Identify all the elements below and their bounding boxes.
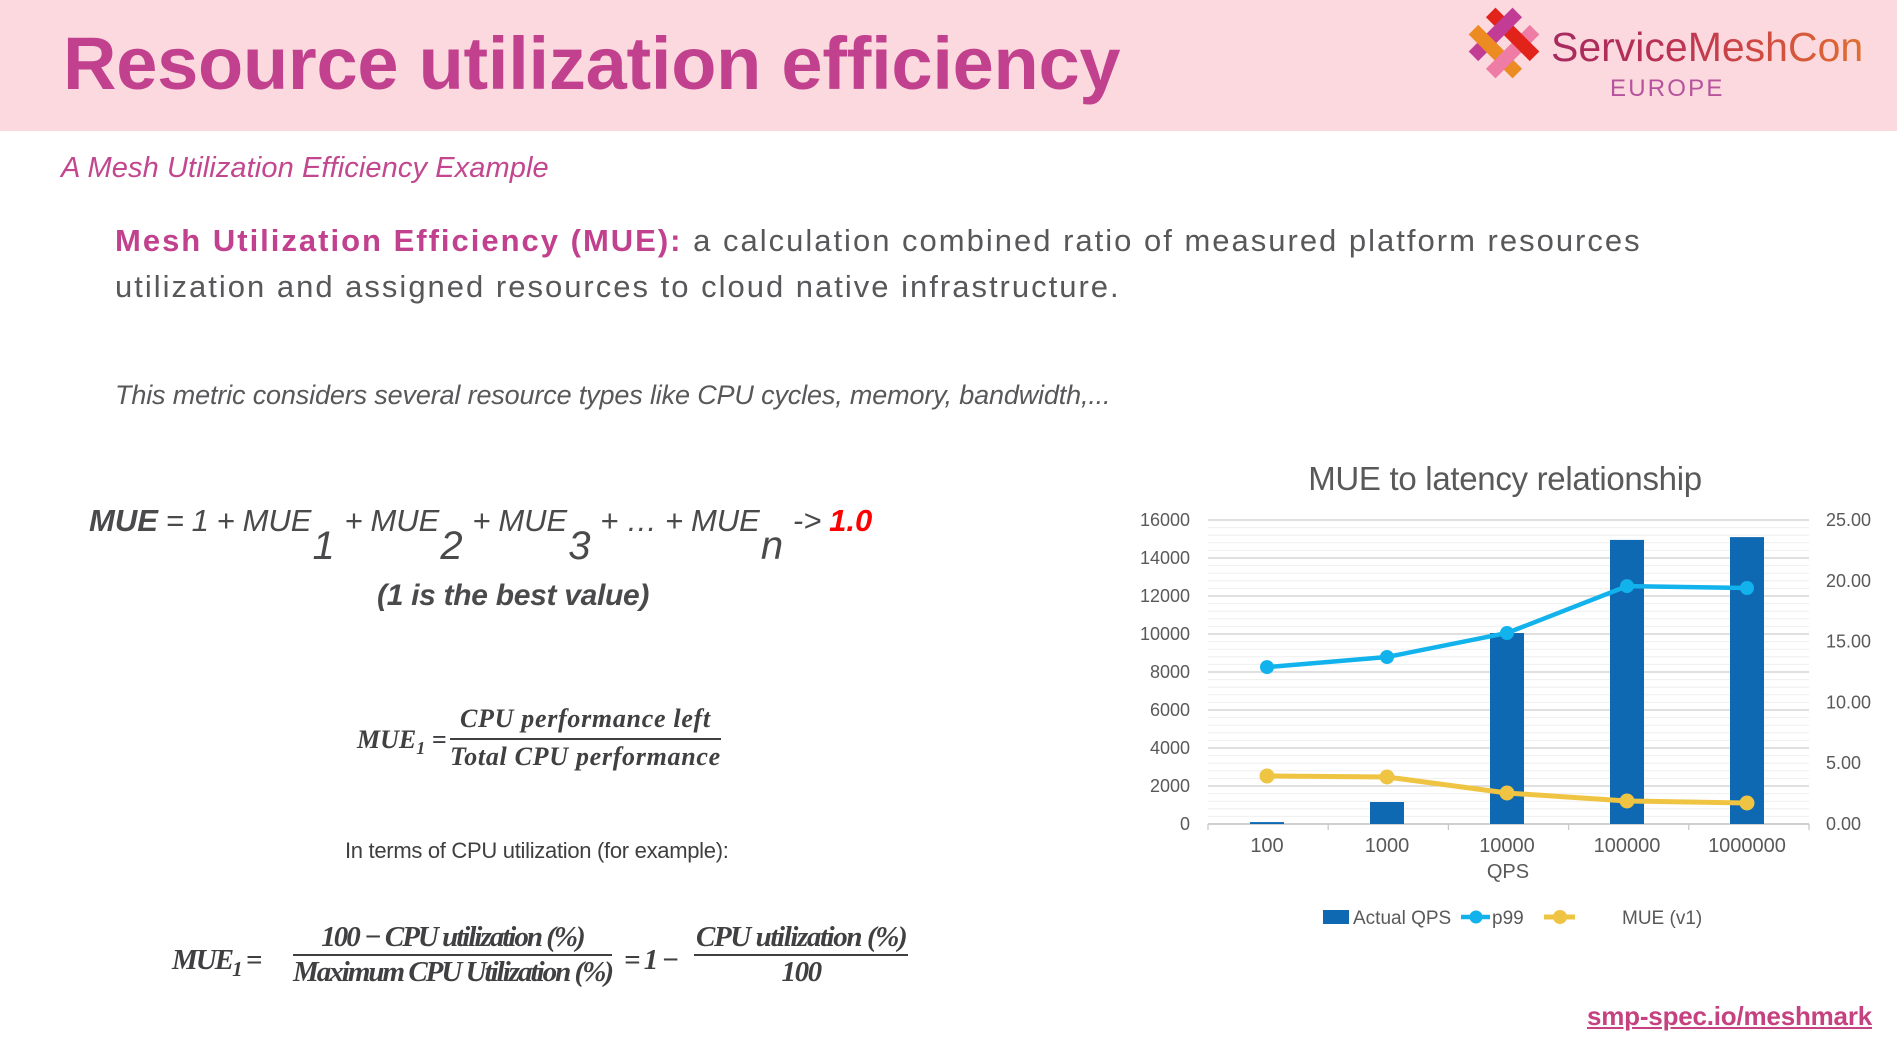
svg-text:1000000: 1000000 bbox=[1708, 835, 1786, 857]
svg-text:5.00: 5.00 bbox=[1826, 753, 1861, 773]
svg-text:0: 0 bbox=[1180, 814, 1190, 834]
svg-text:20.00: 20.00 bbox=[1826, 571, 1871, 591]
svg-text:p99: p99 bbox=[1492, 908, 1524, 929]
svg-text:QPS: QPS bbox=[1487, 861, 1529, 883]
svg-text:12000: 12000 bbox=[1140, 586, 1190, 606]
svg-text:MUE (v1): MUE (v1) bbox=[1622, 908, 1702, 929]
svg-text:14000: 14000 bbox=[1140, 548, 1190, 568]
svg-text:10000: 10000 bbox=[1479, 835, 1535, 857]
svg-text:15.00: 15.00 bbox=[1826, 632, 1871, 652]
svg-text:8000: 8000 bbox=[1150, 662, 1190, 682]
svg-text:6000: 6000 bbox=[1150, 700, 1190, 720]
svg-text:100000: 100000 bbox=[1594, 835, 1661, 857]
svg-text:1000: 1000 bbox=[1365, 835, 1410, 857]
svg-text:2000: 2000 bbox=[1150, 776, 1190, 796]
svg-text:100: 100 bbox=[1250, 835, 1283, 857]
svg-text:MUE to latency relationship: MUE to latency relationship bbox=[1308, 460, 1702, 497]
svg-text:0.00: 0.00 bbox=[1826, 814, 1861, 834]
svg-text:Actual QPS: Actual QPS bbox=[1353, 908, 1451, 929]
svg-text:16000: 16000 bbox=[1140, 510, 1190, 530]
svg-text:10.00: 10.00 bbox=[1826, 692, 1871, 712]
svg-text:4000: 4000 bbox=[1150, 738, 1190, 758]
svg-text:10000: 10000 bbox=[1140, 624, 1190, 644]
svg-text:25.00: 25.00 bbox=[1826, 510, 1871, 530]
